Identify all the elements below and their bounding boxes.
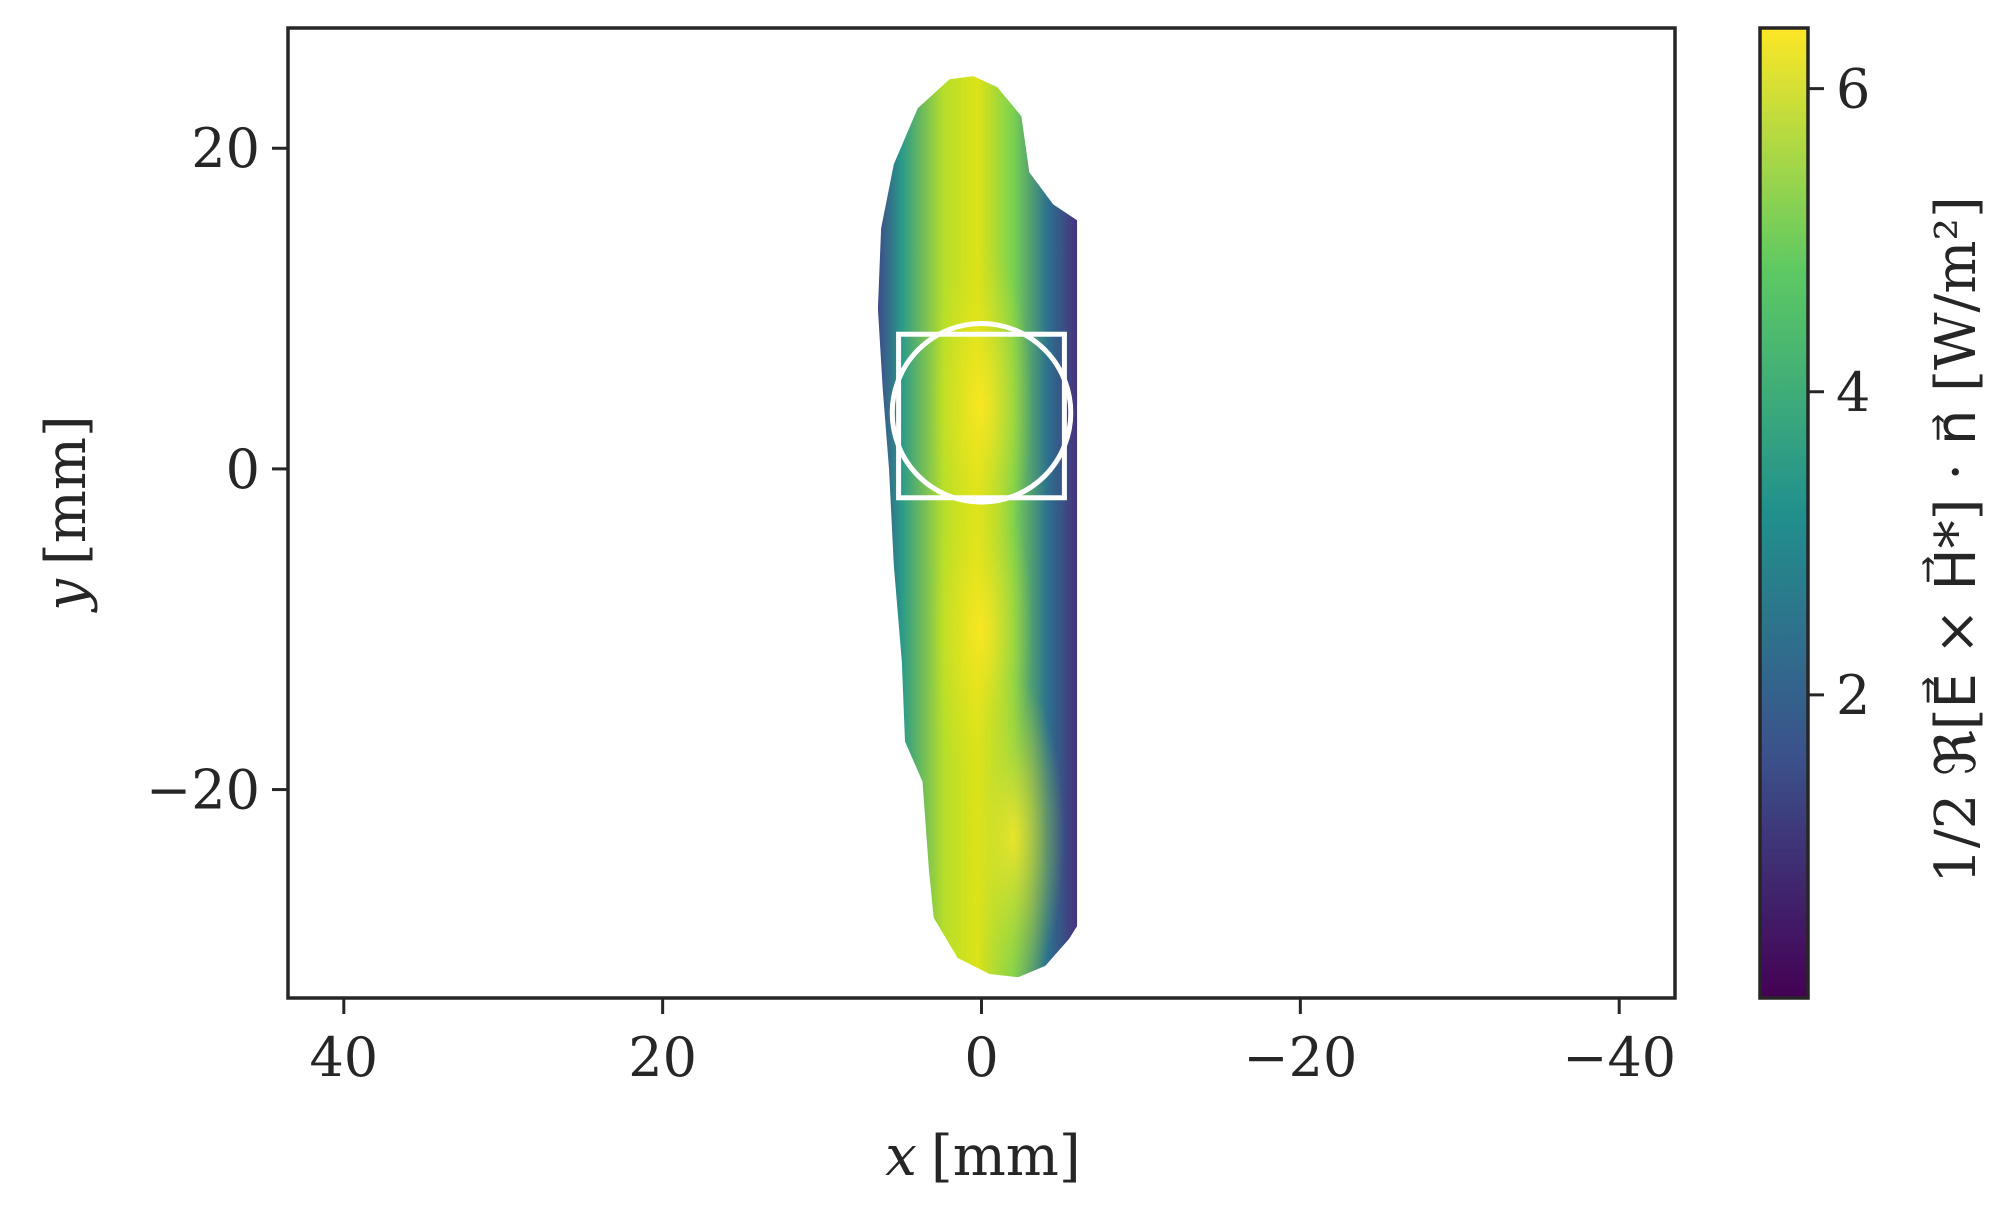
x-tick-label: −20 — [1243, 1026, 1357, 1089]
colorbar — [1758, 26, 1810, 1000]
x-tick-label: 0 — [964, 1026, 998, 1089]
x-tick-label: 40 — [309, 1026, 378, 1089]
field-heatmap — [877, 76, 1078, 978]
colorbar-label: 1/2 ℜ[E⃗ × H⃗*] · n⃗ [W/m²] — [1922, 196, 1989, 884]
y-axis-ticks: 20 0 −20 — [146, 117, 288, 822]
colorbar-tick-label: 2 — [1836, 664, 1870, 727]
x-axis-label: x [mm] — [885, 1124, 1081, 1189]
y-tick-label: 0 — [226, 438, 260, 501]
overlay-shapes — [889, 321, 1074, 505]
y-axis-label: y[mm] — [34, 415, 99, 614]
colorbar-tick-label: 4 — [1836, 361, 1870, 424]
plot-area — [877, 76, 1078, 978]
overlay-square — [896, 331, 1067, 501]
overlay-circle — [889, 321, 1074, 505]
x-tick-label: 20 — [628, 1026, 697, 1089]
colorbar-ticks: 2 4 6 — [1808, 58, 1870, 727]
colorbar-tick-label: 6 — [1836, 58, 1870, 121]
y-tick-label: −20 — [146, 759, 260, 822]
y-tick-label: 20 — [191, 117, 260, 180]
field-hotspot — [930, 244, 1033, 566]
x-tick-label: −40 — [1562, 1026, 1676, 1089]
x-axis-ticks: 40 20 0 −20 −40 — [309, 998, 1676, 1089]
field-hotspot — [962, 677, 1065, 978]
